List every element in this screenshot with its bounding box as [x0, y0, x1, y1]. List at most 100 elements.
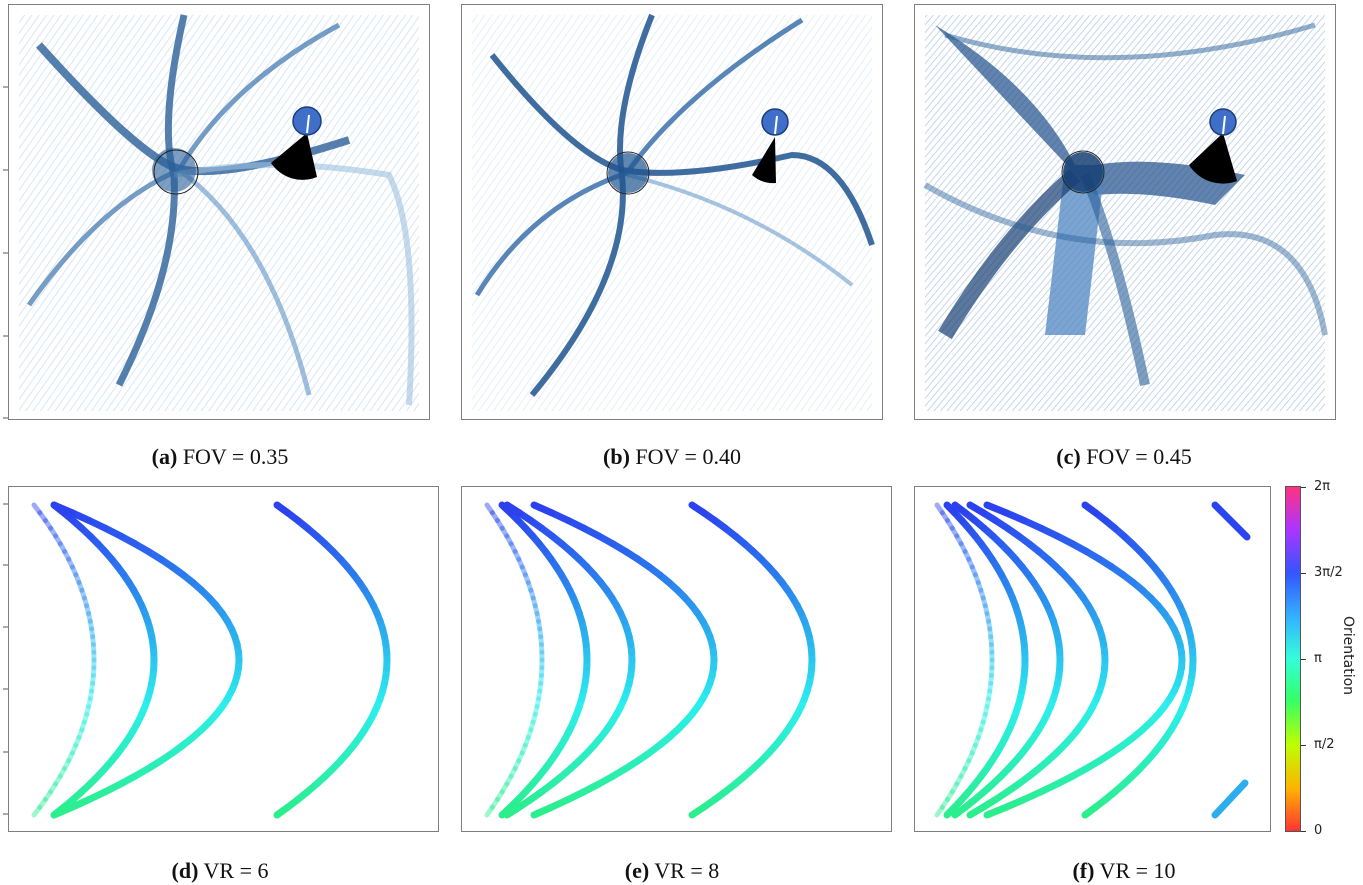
arc-0-segment: [48, 525, 59, 539]
arc-0-segment: [489, 510, 500, 523]
arc-0-segment: [484, 804, 495, 818]
arc-0-segment: [494, 518, 505, 531]
arc-0-segment: [512, 758, 522, 771]
arc-0-segment: [516, 750, 525, 764]
arc-2-segment: [50, 501, 76, 517]
arc-0-segment: [944, 518, 955, 531]
cbar-mark-2: [1301, 659, 1306, 660]
arc-3-segment: [966, 501, 987, 517]
arc-0-segment: [525, 727, 534, 740]
arc-0-segment: [944, 789, 955, 802]
arc-0-segment: [87, 618, 95, 632]
arc-0-segment: [978, 719, 986, 733]
density-map-c: [923, 15, 1328, 411]
panel-a-fov-map: [8, 4, 430, 420]
arc-0-segment: [522, 735, 531, 748]
arc-0-segment: [530, 711, 538, 725]
cbar-mark-1: [1301, 745, 1306, 746]
arc-3-segment: [273, 501, 292, 517]
arc-0-segment: [980, 595, 988, 609]
arc-0-segment: [525, 580, 534, 593]
arc-0-segment: [954, 533, 964, 547]
caption-f-letter: (f): [1072, 858, 1095, 883]
arc-0-segment: [939, 797, 950, 810]
arc-0-segment: [519, 564, 528, 578]
arc-2-segment: [951, 501, 969, 517]
caption-a-text: FOV = 0.35: [177, 444, 289, 469]
arc-0-segment: [966, 750, 975, 764]
arc-0-segment: [538, 673, 544, 686]
caption-a-letter: (a): [151, 444, 178, 469]
arc-0-segment: [84, 704, 92, 717]
density-map-a: [19, 14, 419, 411]
arc-0-segment: [66, 750, 75, 764]
arc-0-segment: [57, 541, 68, 554]
arc-0-segment: [528, 587, 536, 601]
arc-0-segment: [986, 618, 993, 632]
arc-4-segment: [983, 501, 1010, 517]
arc-0-segment: [89, 680, 96, 694]
arc-0-segment: [536, 618, 543, 632]
arc-0-segment: [69, 564, 79, 578]
arc-plot-f: [934, 501, 1251, 819]
arc-0-segment: [81, 711, 90, 725]
caption-e-text: VR = 8: [649, 858, 720, 883]
panel-f-vr-plot: [914, 486, 1271, 832]
caption-d-text: VR = 6: [198, 858, 269, 883]
arc-0-segment: [499, 781, 510, 795]
cbar-mark-0: [1301, 831, 1306, 832]
arc-0-segment: [42, 518, 54, 531]
caption-c: (c) FOV = 0.45: [1024, 444, 1224, 470]
arc-0-segment: [87, 688, 95, 702]
arc-0-segment: [984, 696, 992, 709]
caption-f: (f) VR = 10: [1024, 858, 1224, 884]
arc-4-segment: [688, 501, 708, 517]
arc-0-segment: [984, 611, 992, 624]
caption-e-letter: (e): [624, 858, 650, 883]
arc-0-segment: [975, 580, 984, 593]
caption-d: (d) VR = 6: [120, 858, 320, 884]
arc-0-segment: [978, 587, 986, 601]
arc-0-segment: [949, 525, 960, 539]
arc-0-segment: [79, 719, 87, 733]
arc-0-segment: [489, 797, 500, 810]
arc-0-segment: [939, 510, 950, 523]
arc-0-segment: [962, 549, 972, 562]
arc-0-segment: [62, 758, 72, 771]
arc-0-segment: [969, 742, 978, 756]
arc-plot-e: [484, 501, 816, 819]
arc-0-segment: [934, 804, 945, 818]
arc-0-segment: [512, 549, 522, 562]
cbar-tick-0: 0: [1314, 823, 1323, 838]
arc-0-segment: [986, 688, 993, 702]
arc-tip-1: [1211, 779, 1249, 819]
arc-tip-0: [1211, 501, 1251, 541]
arc-0-segment: [975, 727, 984, 740]
caption-c-letter: (c): [1056, 444, 1081, 469]
arc-0-segment: [522, 572, 531, 585]
arc-0-segment: [516, 556, 525, 570]
caption-f-text: VR = 10: [1094, 858, 1176, 883]
arc-0-segment: [534, 611, 542, 624]
panel-e-vr-plot: [461, 486, 892, 832]
arc-0-segment: [537, 626, 544, 640]
arc-0-segment: [954, 773, 964, 787]
arc-0-segment: [53, 533, 63, 547]
arc-0-segment: [982, 603, 990, 616]
arc-0-segment: [530, 595, 538, 609]
arc-0-segment: [42, 789, 54, 802]
arc-0-segment: [987, 680, 994, 694]
panel-d-vr-plot: [8, 486, 439, 832]
arc-0-segment: [484, 502, 495, 516]
arc-0-segment: [534, 696, 542, 709]
colorbar-label: Orientation: [1340, 616, 1356, 696]
caption-c-text: FOV = 0.45: [1080, 444, 1192, 469]
arc-0-segment: [90, 634, 96, 647]
arc-0-segment: [84, 603, 92, 616]
arc-0-segment: [31, 502, 43, 516]
arc-0-segment: [962, 758, 972, 771]
cbar-tick-2: π: [1314, 651, 1322, 666]
arc-0-segment: [73, 572, 82, 585]
arc-0-segment: [508, 541, 518, 554]
arc-0-segment: [508, 766, 518, 779]
